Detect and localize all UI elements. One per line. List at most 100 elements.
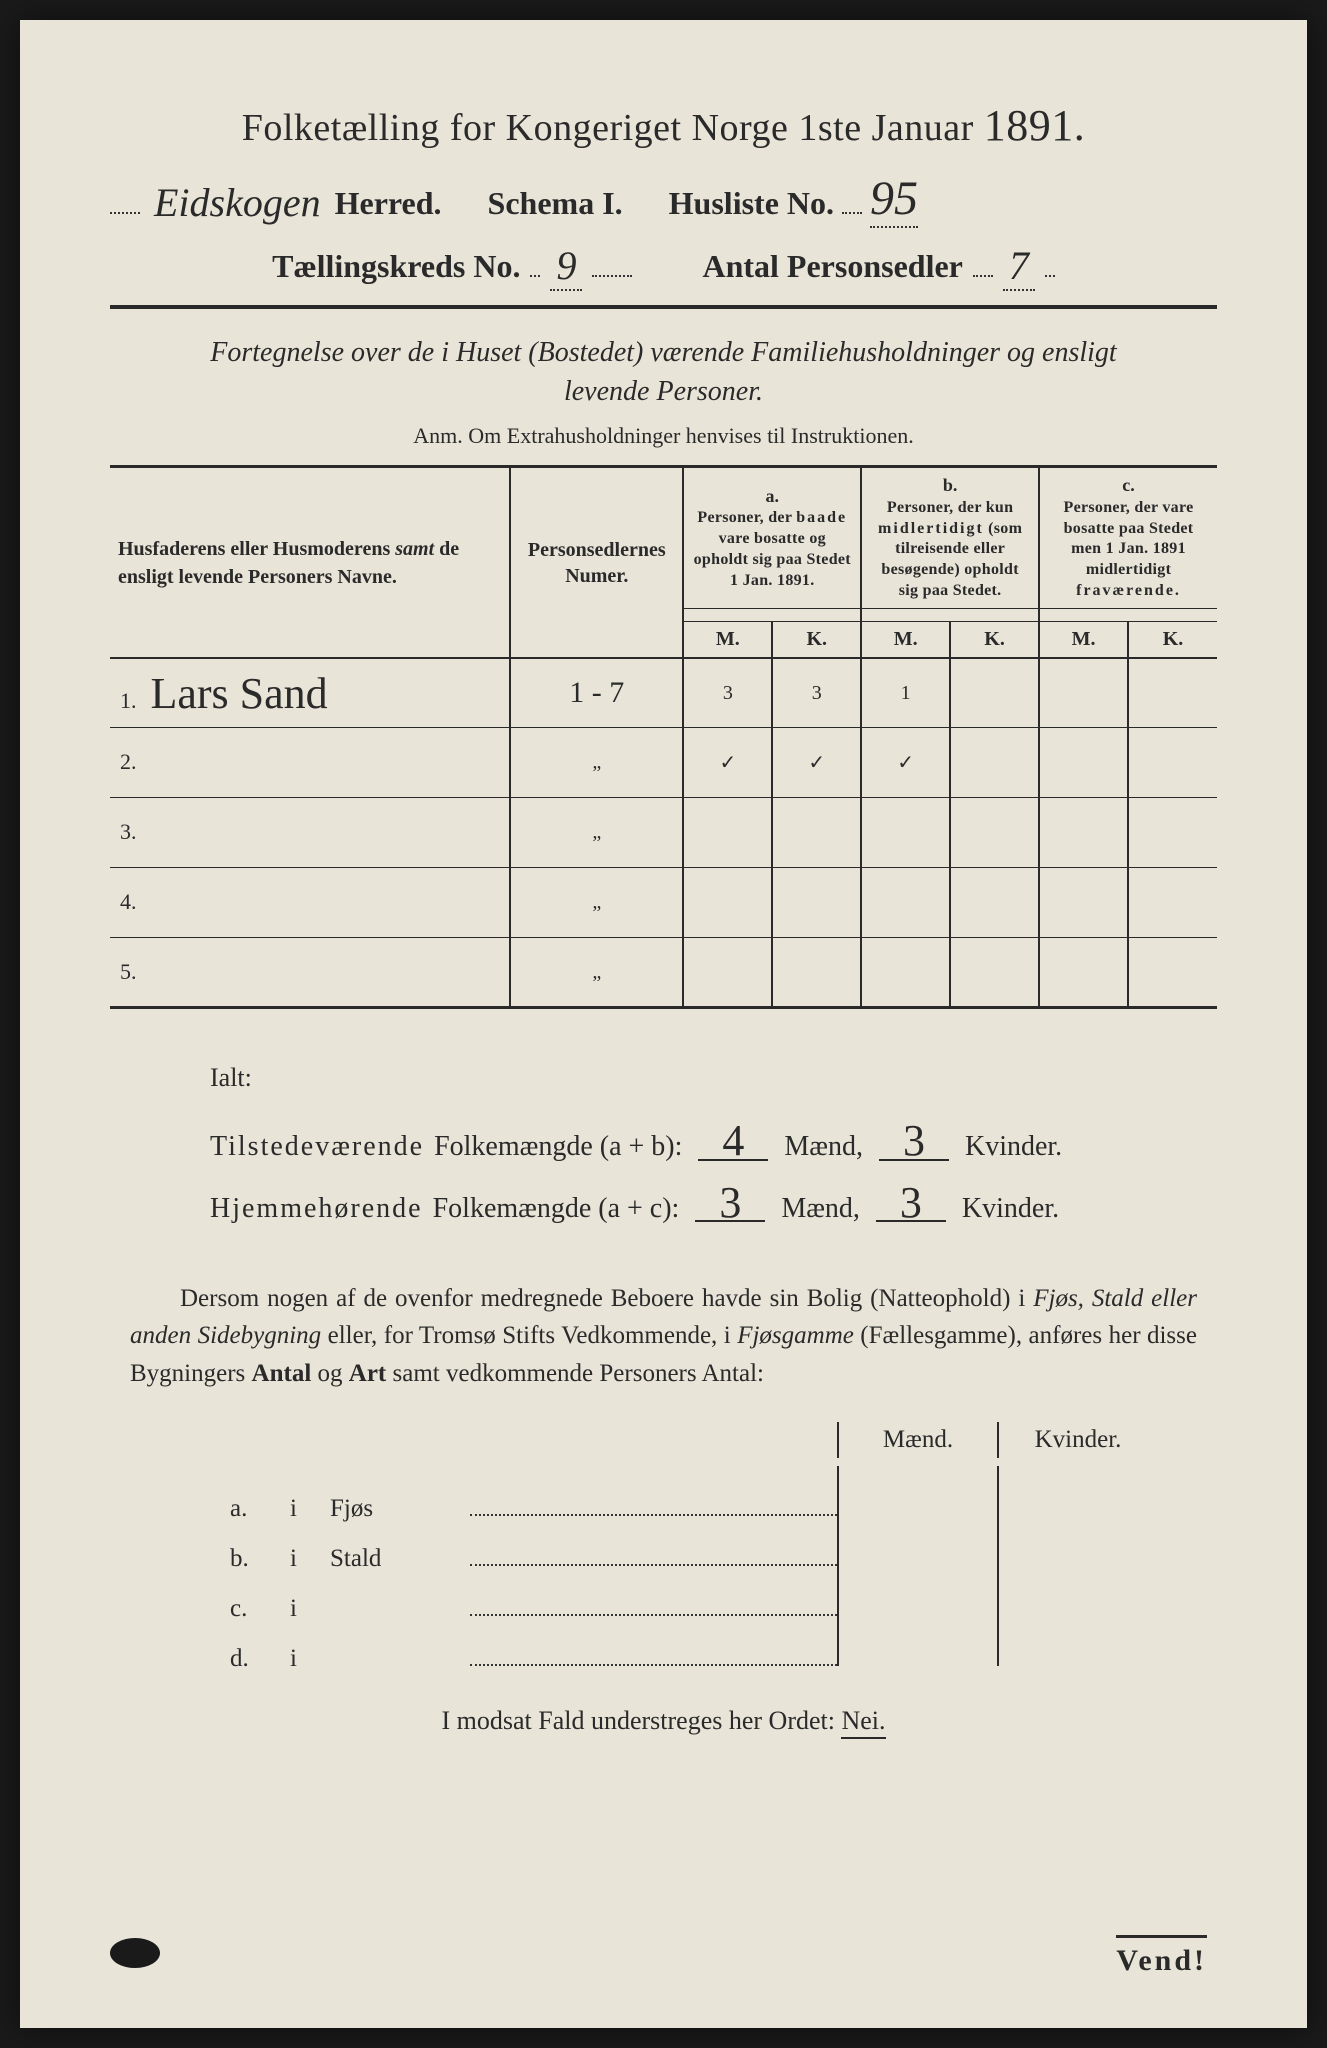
table-row: 5. „ [110, 938, 1217, 1008]
main-table: Husfaderens eller Husmoderens samt de en… [110, 465, 1217, 1009]
maend-header: Mænd. [837, 1422, 997, 1458]
maend-label: Mænd, [784, 1116, 863, 1178]
row-b-m: 1 [861, 658, 950, 728]
table-row: 3. „ [110, 798, 1217, 868]
m-label: M. [683, 621, 772, 658]
herred-label: Herred. [335, 185, 442, 222]
dots [470, 1494, 837, 1517]
ialt-row1-m: 4 [698, 1123, 768, 1160]
col-c-text: Personer, der vare bosatte paa Stedet me… [1048, 498, 1209, 602]
ink-blot [110, 1938, 160, 1968]
header: Folketælling for Kongeriget Norge 1ste J… [110, 100, 1217, 289]
dots [530, 242, 540, 277]
col-b: b. Personer, der kun midlertidigt (som t… [861, 467, 1039, 608]
husliste-value: 95 [870, 171, 918, 228]
col-a: a. Personer, der baade vare bosatte og o… [683, 467, 861, 608]
bygning-row: b. i Stald [230, 1516, 1157, 1566]
row-c-k [1128, 658, 1217, 728]
header-line2: Eidskogen Herred. Schema I. Husliste No.… [110, 171, 1217, 228]
herred-value: Eidskogen [148, 179, 327, 226]
row-a-m: ✓ [683, 728, 772, 798]
ialt-row2-m: 3 [695, 1185, 765, 1222]
bygning-row: c. i [230, 1566, 1157, 1616]
subtitle: Fortegnelse over de i Huset (Bostedet) v… [170, 333, 1157, 411]
row-c-m [1039, 728, 1128, 798]
ialt-section: Ialt: Tilstedeværende Folkemængde (a + b… [210, 1049, 1217, 1239]
table-row: 4. „ [110, 868, 1217, 938]
col-b-label: b. [870, 474, 1030, 497]
ialt-row2-rest: Folkemængde (a + c): [433, 1178, 680, 1240]
anm-note: Anm. Om Extrahusholdninger henvises til … [110, 423, 1217, 449]
ialt-row2-k: 3 [876, 1185, 946, 1222]
col-b-text: Personer, der kun midlertidigt (som tilr… [870, 498, 1030, 602]
title: Folketælling for Kongeriget Norge 1ste J… [110, 100, 1217, 151]
dots [470, 1544, 837, 1567]
personsedler-label: Antal Personsedler [702, 248, 962, 285]
m-label: M. [861, 621, 950, 658]
paragraph: Dersom nogen af de ovenfor medregnede Be… [130, 1280, 1197, 1393]
rule [110, 305, 1217, 309]
k-label: K. [950, 621, 1039, 658]
dots [1045, 242, 1055, 277]
dots [592, 242, 632, 277]
title-prefix: Folketælling for Kongeriget Norge 1ste J… [242, 107, 974, 149]
ialt-row1-k: 3 [879, 1123, 949, 1160]
kreds-label: Tællingskreds No. [272, 248, 520, 285]
ialt-label: Ialt: [210, 1049, 1217, 1106]
dots [470, 1644, 837, 1667]
table-row: 2. „ ✓ ✓ ✓ [110, 728, 1217, 798]
row-numer: „ [510, 728, 683, 798]
title-year: 1891. [984, 101, 1086, 150]
k-label: K. [772, 621, 861, 658]
census-page: Folketælling for Kongeriget Norge 1ste J… [20, 20, 1307, 2028]
row-a-m: 3 [683, 658, 772, 728]
kvinder-label: Kvinder. [965, 1116, 1062, 1178]
row-b-m: ✓ [861, 728, 950, 798]
header-line3: Tællingskreds No. 9 Antal Personsedler 7 [110, 240, 1217, 289]
row-b-k [950, 658, 1039, 728]
vend-label: Vend! [1116, 1935, 1207, 1978]
kvinder-header: Kvinder. [997, 1422, 1157, 1458]
row-name: 4. [110, 868, 510, 938]
bygning-table: Mænd. Kvinder. a. i Fjøs b. i Stald c. i [230, 1422, 1157, 1666]
m-label: M. [1039, 621, 1128, 658]
row-numer: „ [510, 868, 683, 938]
kvinder-label: Kvinder. [962, 1178, 1059, 1240]
name-header: Husfaderens eller Husmoderens samt de en… [110, 467, 510, 658]
col-a-label: a. [692, 485, 852, 508]
row-b-k [950, 728, 1039, 798]
nei-line: I modsat Fald understreges her Ordet: Ne… [110, 1706, 1217, 1736]
ialt-row2-label: Hjemmehørende [210, 1178, 423, 1240]
numer-header: Personsedlernes Numer. [510, 467, 683, 658]
row-a-k: ✓ [772, 728, 861, 798]
dots [470, 1594, 837, 1617]
row-numer: „ [510, 938, 683, 1008]
col-a-text: Personer, der baade vare bosatte og opho… [692, 508, 852, 591]
dots [842, 179, 862, 214]
maend-label: Mænd, [781, 1178, 860, 1240]
dots [110, 179, 140, 214]
row-name: 1. Lars Sand [110, 658, 510, 728]
col-c: c. Personer, der vare bosatte paa Stedet… [1039, 467, 1217, 608]
ialt-row1-rest: Folkemængde (a + b): [434, 1116, 682, 1178]
kreds-value: 9 [550, 242, 582, 291]
bygning-header: Mænd. Kvinder. [230, 1422, 1157, 1458]
bygning-row: a. i Fjøs [230, 1466, 1157, 1516]
ialt-row1-label: Tilstedeværende [210, 1116, 424, 1178]
husliste-label: Husliste No. [669, 185, 834, 222]
nei-word: Nei. [841, 1706, 885, 1739]
bygning-row: d. i [230, 1616, 1157, 1666]
col-c-label: c. [1048, 474, 1209, 497]
table-row: 1. Lars Sand 1 - 7 3 3 1 [110, 658, 1217, 728]
row-c-k [1128, 728, 1217, 798]
k-label: K. [1128, 621, 1217, 658]
personsedler-value: 7 [1003, 242, 1035, 291]
row-name: 3. [110, 798, 510, 868]
row-numer: „ [510, 798, 683, 868]
row-c-m [1039, 658, 1128, 728]
row-name: 5. [110, 938, 510, 1008]
row-name: 2. [110, 728, 510, 798]
ialt-row-1: Tilstedeværende Folkemængde (a + b): 4 M… [210, 1116, 1217, 1178]
dots [973, 242, 993, 277]
row-numer: 1 - 7 [510, 658, 683, 728]
